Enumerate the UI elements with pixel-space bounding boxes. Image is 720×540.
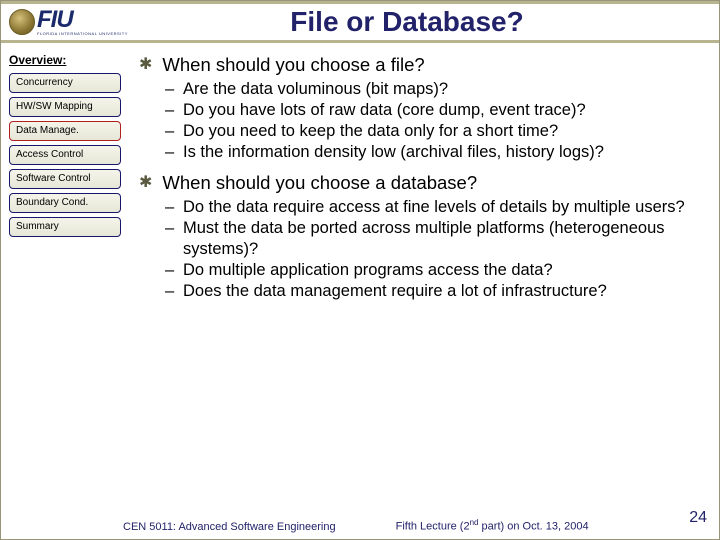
bullet-level2: –Are the data voluminous (bit maps)? [165,79,701,100]
dash-bullet-icon: – [165,121,177,142]
sidebar-item-software-control[interactable]: Software Control [9,169,121,189]
sub-point-text: Is the information density low (archival… [183,142,604,163]
slide-title: File or Database? [135,6,719,38]
sub-point-text: Do you have lots of raw data (core dump,… [183,100,586,121]
sidebar-item-boundary-cond[interactable]: Boundary Cond. [9,193,121,213]
body: Overview: Concurrency HW/SW Mapping Data M… [1,43,719,539]
sidebar-item-summary[interactable]: Summary [9,217,121,237]
dash-bullet-icon: – [165,260,177,281]
sidebar-nav: Concurrency HW/SW Mapping Data Manage. Acce… [9,73,125,237]
sidebar-item-hw-sw-mapping[interactable]: HW/SW Mapping [9,97,121,117]
sidebar-item-concurrency[interactable]: Concurrency [9,73,121,93]
slide: FIU FLORIDA INTERNATIONAL UNIVERSITY Fil… [0,0,720,540]
university-seal-icon [9,9,35,35]
dash-bullet-icon: – [165,142,177,163]
bullet-level2: –Must the data be ported across multiple… [165,218,701,260]
logo: FIU FLORIDA INTERNATIONAL UNIVERSITY [9,5,135,39]
star-bullet-icon: ✱ [139,53,152,77]
sub-point-text: Are the data voluminous (bit maps)? [183,79,448,100]
sidebar-item-data-manage[interactable]: Data Manage. [9,121,121,141]
dash-bullet-icon: – [165,281,177,302]
dash-bullet-icon: – [165,197,177,218]
logo-text: FIU FLORIDA INTERNATIONAL UNIVERSITY [37,8,128,36]
bullet-level2: –Do you need to keep the data only for a… [165,121,701,142]
sub-point-text: Do multiple application programs access … [183,260,553,281]
content-area: ✱When should you choose a file?–Are the … [133,43,719,539]
star-bullet-icon: ✱ [139,171,152,195]
bullet-level2: –Does the data management require a lot … [165,281,701,302]
header-band: FIU FLORIDA INTERNATIONAL UNIVERSITY Fil… [1,1,719,43]
page-number: 24 [689,509,707,527]
sub-point-text: Must the data be ported across multiple … [183,218,701,260]
dash-bullet-icon: – [165,100,177,121]
sub-point-text: Do the data require access at fine level… [183,197,685,218]
bullet-level2: –Do you have lots of raw data (core dump… [165,100,701,121]
bullet-level2: –Is the information density low (archiva… [165,142,701,163]
logo-fullname: FLORIDA INTERNATIONAL UNIVERSITY [37,32,128,36]
sub-point-text: Does the data management require a lot o… [183,281,607,302]
sidebar-item-access-control[interactable]: Access Control [9,145,121,165]
bullet-level1: ✱ When should you choose a database? [139,171,701,195]
bullet-level1: ✱ When should you choose a file? [139,53,701,77]
footer: CEN 5011: Advanced Software Engineering … [1,518,719,533]
sub-point-text: Do you need to keep the data only for a … [183,121,558,142]
logo-acronym: FIU [37,8,128,32]
dash-bullet-icon: – [165,79,177,100]
footer-course: CEN 5011: Advanced Software Engineering [123,521,336,533]
footer-lecture: Fifth Lecture (2nd part) on Oct. 13, 200… [396,518,589,533]
dash-bullet-icon: – [165,218,177,260]
sidebar-heading: Overview: [9,53,125,67]
question-text: When should you choose a file? [162,53,424,77]
sub-list: –Are the data voluminous (bit maps)?–Do … [165,79,701,163]
sub-list: –Do the data require access at fine leve… [165,197,701,302]
bullet-level2: –Do multiple application programs access… [165,260,701,281]
question-text: When should you choose a database? [162,171,477,195]
sidebar: Overview: Concurrency HW/SW Mapping Data M… [1,43,133,539]
bullet-level2: –Do the data require access at fine leve… [165,197,701,218]
